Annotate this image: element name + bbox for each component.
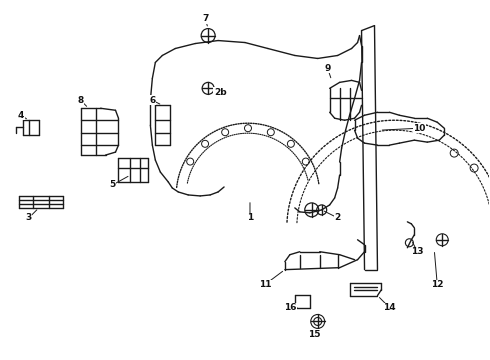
Text: 13: 13 [411, 247, 423, 256]
Text: 1: 1 [247, 213, 253, 222]
Text: 6: 6 [149, 96, 155, 105]
Text: 4: 4 [18, 111, 24, 120]
Text: 2b: 2b [214, 88, 226, 97]
Text: 5: 5 [109, 180, 116, 189]
Text: 8: 8 [77, 96, 84, 105]
Text: 2: 2 [335, 213, 341, 222]
Text: 3: 3 [25, 213, 32, 222]
Text: 9: 9 [324, 64, 331, 73]
Text: 16: 16 [284, 303, 296, 312]
Text: 15: 15 [309, 330, 321, 339]
Text: 14: 14 [383, 303, 396, 312]
Text: 11: 11 [259, 280, 271, 289]
Text: 7: 7 [202, 14, 208, 23]
Text: 10: 10 [413, 124, 425, 133]
Text: 12: 12 [431, 280, 443, 289]
